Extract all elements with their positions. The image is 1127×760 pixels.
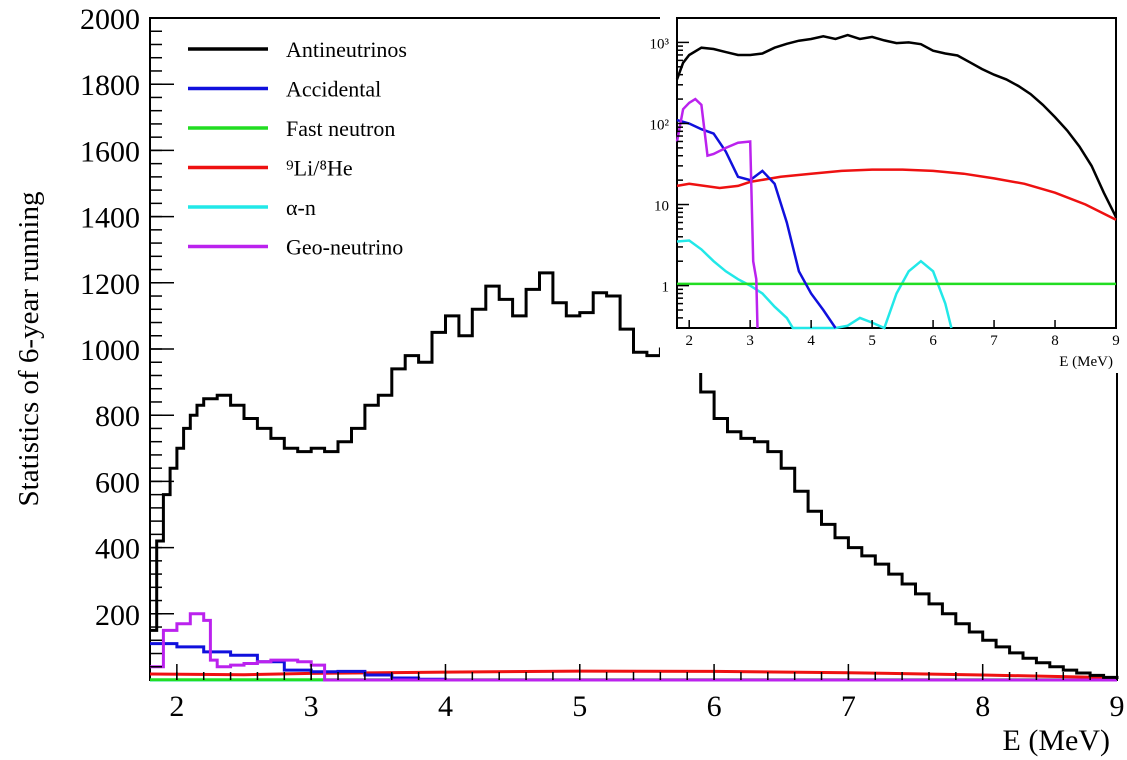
- main-y-axis-label: Statistics of 6-year running: [13, 192, 45, 507]
- inset-y-tick-label: 10: [654, 199, 669, 215]
- inset-x-tick-label: 5: [868, 333, 876, 349]
- legend-label-accidental: Accidental: [286, 77, 381, 102]
- main-y-tick-label: 600: [95, 466, 140, 499]
- main-y-tick-label: 2000: [80, 3, 140, 36]
- inset-background: [660, 8, 1122, 373]
- inset-series-antineutrinos: [675, 33, 1118, 218]
- main-y-tick-label: 1000: [80, 334, 140, 367]
- main-x-tick-label: 7: [841, 690, 856, 723]
- inset-y-tick-label: 1: [662, 280, 670, 296]
- main-x-tick-label: 4: [438, 690, 453, 723]
- inset-x-ticks: 2 3 4 5 6 7 8 9: [685, 320, 1120, 349]
- legend-label-n: α-n: [286, 195, 316, 220]
- inset-x-tick-label: 4: [807, 333, 815, 349]
- main-plot: 2 3 4 5 6 7 8 9 200 400 600 800 1000 1200 1400 1600 180…: [13, 3, 1125, 757]
- main-y-tick-label: 1600: [80, 135, 140, 168]
- legend-label-li-he: ⁹Li/⁸He: [286, 156, 353, 181]
- main-series-geo-neutrino: [150, 612, 1117, 682]
- main-x-axis-label: E (MeV): [1003, 724, 1110, 757]
- main-y-tick-label: 1800: [80, 69, 140, 102]
- main-x-tick-label: 9: [1110, 690, 1125, 723]
- inset-x-tick-label: 2: [685, 333, 693, 349]
- main-y-tick-label: 800: [95, 400, 140, 433]
- main-x-tick-label: 6: [707, 690, 722, 723]
- inset-x-tick-label: 9: [1112, 333, 1120, 349]
- inset-series-li-he: [676, 168, 1117, 221]
- inset-x-axis-label: E (MeV): [1059, 354, 1113, 370]
- inset-series-alpha-n: [676, 239, 953, 330]
- main-x-tick-label: 5: [572, 690, 587, 723]
- inset-series-layer: [675, 33, 1118, 330]
- main-y-tick-label: 1200: [80, 268, 140, 301]
- inset-x-tick-label: 3: [746, 333, 754, 349]
- inset-series-geo-neutrino: [675, 97, 759, 329]
- legend-label-antineutrinos: Antineutrinos: [286, 37, 407, 62]
- inset-x-tick-label: 7: [990, 333, 998, 349]
- main-x-ticks: 2 3 4 5 6 7 8 9: [169, 664, 1125, 723]
- main-x-tick-label: 3: [304, 690, 319, 723]
- inset-plot-frame: [676, 17, 1117, 329]
- main-x-tick-label: 2: [169, 690, 184, 723]
- main-y-tick-label: 1400: [80, 202, 140, 235]
- legend-label-geo-neutrino: Geo-neutrino: [286, 235, 403, 260]
- inset-y-tick-label: 10³: [650, 36, 670, 52]
- main-x-tick-label: 8: [975, 690, 990, 723]
- inset-y-tick-label: 10²: [650, 117, 670, 133]
- main-y-ticks: 200 400 600 800 1000 1200 1400 1600 1800 2000: [80, 3, 174, 668]
- inset-plot: 2 3 4 5 6 7 8 9 1 10 10² 10³ E (MeV): [650, 8, 1122, 373]
- main-series-antineutrinos: [150, 271, 1119, 679]
- main-y-tick-label: 200: [95, 599, 140, 632]
- inset-y-ticks: 1 10 10² 10³: [650, 17, 689, 329]
- inset-x-tick-label: 6: [929, 333, 937, 349]
- inset-x-tick-label: 8: [1051, 333, 1059, 349]
- legend: Antineutrinos Accidental Fast neutron ⁹Li/⁸…: [188, 37, 407, 260]
- legend-label-fast-neutron: Fast neutron: [286, 116, 395, 141]
- main-y-tick-label: 400: [95, 533, 140, 566]
